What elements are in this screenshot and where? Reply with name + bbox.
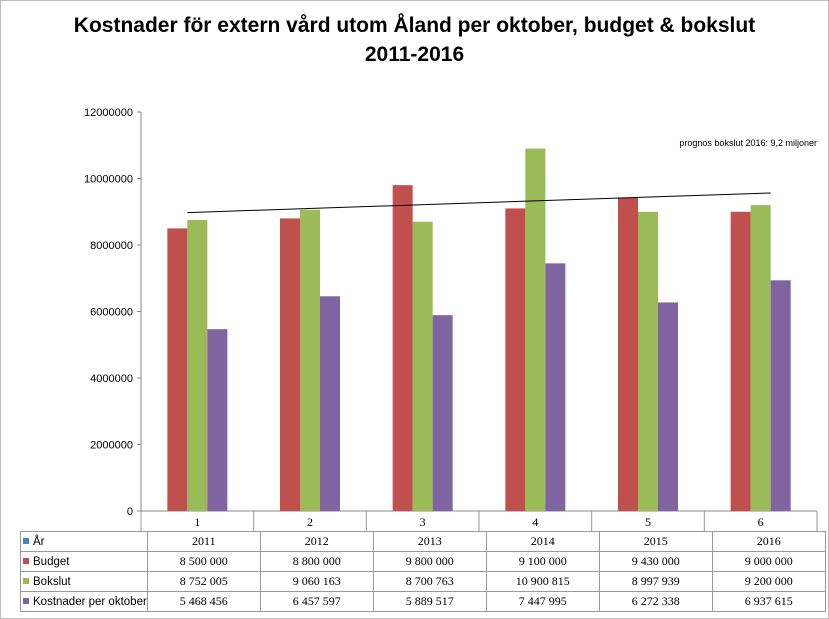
budget-cell: 8 800 000 <box>259 551 374 572</box>
bar-kostnader <box>770 280 791 511</box>
bar-bokslut <box>525 148 546 511</box>
bar-kostnader <box>320 296 340 511</box>
year-series-name: År <box>33 535 45 548</box>
bar-budget <box>392 185 413 511</box>
x-tick-label: 4 <box>532 515 538 529</box>
x-tick-label: 3 <box>420 515 426 529</box>
budget-cell: 8 500 000 <box>146 551 261 572</box>
kostnader-cell: 5 468 456 <box>146 591 261 612</box>
budget-cell: 9 430 000 <box>598 551 713 572</box>
kostnader-series-name: Kostnader per oktober <box>33 595 147 608</box>
bar-budget <box>167 228 188 511</box>
bar-bokslut <box>300 209 320 511</box>
y-tick-label: 6000000 <box>90 307 133 319</box>
y-tick-label: 0 <box>127 506 133 518</box>
y-tick-label: 12000000 <box>84 107 133 119</box>
budget-cell: 9 800 000 <box>372 551 487 572</box>
year-cell: 2011 <box>146 531 261 552</box>
bar-kostnader <box>658 302 678 511</box>
data-table: År 2011 2012 2013 2014 2015 2016 Budget … <box>20 531 826 612</box>
y-tick-label: 8000000 <box>90 240 133 252</box>
y-tick-label: 2000000 <box>90 440 133 452</box>
bar-kostnader <box>432 315 453 511</box>
bokslut-cell: 8 997 939 <box>598 571 713 592</box>
table-row-year: År 2011 2012 2013 2014 2015 2016 <box>20 531 826 552</box>
bar-budget <box>280 218 300 511</box>
kostnader-cell: 6 272 338 <box>598 591 713 612</box>
row-header-budget: Budget <box>20 551 148 572</box>
bar-budget <box>618 197 638 511</box>
bokslut-legend-key <box>23 578 29 585</box>
y-tick-label: 4000000 <box>90 373 133 385</box>
year-legend-key <box>23 538 29 545</box>
row-header-bokslut: Bokslut <box>20 571 148 592</box>
budget-cell: 9 000 000 <box>711 551 826 572</box>
chart-subtitle: 2011-2016 <box>364 43 465 66</box>
bar-kostnader <box>545 263 566 511</box>
bar-kostnader <box>207 329 228 511</box>
bokslut-cell: 8 700 763 <box>372 571 487 592</box>
budget-series-name: Budget <box>33 555 70 568</box>
x-tick-label: 6 <box>758 515 764 529</box>
kostnader-cell: 5 889 517 <box>372 591 487 612</box>
row-header-kostnader: Kostnader per oktober <box>20 591 148 612</box>
bar-bokslut <box>638 211 658 511</box>
bar-budget <box>730 211 751 511</box>
bar-bokslut <box>750 205 771 511</box>
trendline <box>187 192 771 214</box>
bar-bokslut <box>187 219 208 511</box>
row-header-year: År <box>20 531 148 552</box>
bar-bokslut <box>412 221 433 511</box>
bar-budget <box>505 208 526 512</box>
year-cell: 2013 <box>372 531 487 552</box>
chart-plot: 0 2000000 4000000 6000000 8000000 10000000 120… <box>84 107 818 531</box>
kostnader-cell: 7 447 995 <box>485 591 600 612</box>
bokslut-cell: 9 060 163 <box>259 571 374 592</box>
bokslut-cell: 8 752 005 <box>146 571 261 592</box>
year-cell: 2016 <box>711 531 826 552</box>
table-row-bokslut: Bokslut 8 752 005 9 060 163 8 700 763 10… <box>20 571 826 592</box>
y-tick-label: 10000000 <box>84 174 133 186</box>
year-cell: 2015 <box>598 531 713 552</box>
x-tick-label: 5 <box>645 515 651 529</box>
bokslut-cell: 9 200 000 <box>711 571 826 592</box>
table-row-budget: Budget 8 500 000 8 800 000 9 800 000 9 1… <box>20 551 826 572</box>
budget-legend-key <box>23 558 29 565</box>
kostnader-cell: 6 457 597 <box>259 591 374 612</box>
x-tick-label: 1 <box>194 515 200 529</box>
kostnader-cell: 6 937 615 <box>711 591 826 612</box>
year-cell: 2012 <box>259 531 374 552</box>
bokslut-cell: 10 900 815 <box>485 571 600 592</box>
x-tick-label: 2 <box>307 515 313 529</box>
chart-title: Kostnader för extern vård utom Åland per… <box>73 14 756 37</box>
budget-cell: 9 100 000 <box>485 551 600 572</box>
annotation-text: prognos bokslut 2016: 9,2 miljoner <box>679 138 817 148</box>
kostnader-legend-key <box>23 598 29 605</box>
bokslut-series-name: Bokslut <box>33 575 71 588</box>
year-cell: 2014 <box>485 531 600 552</box>
table-row-kostnader: Kostnader per oktober 5 468 456 6 457 59… <box>20 591 826 612</box>
